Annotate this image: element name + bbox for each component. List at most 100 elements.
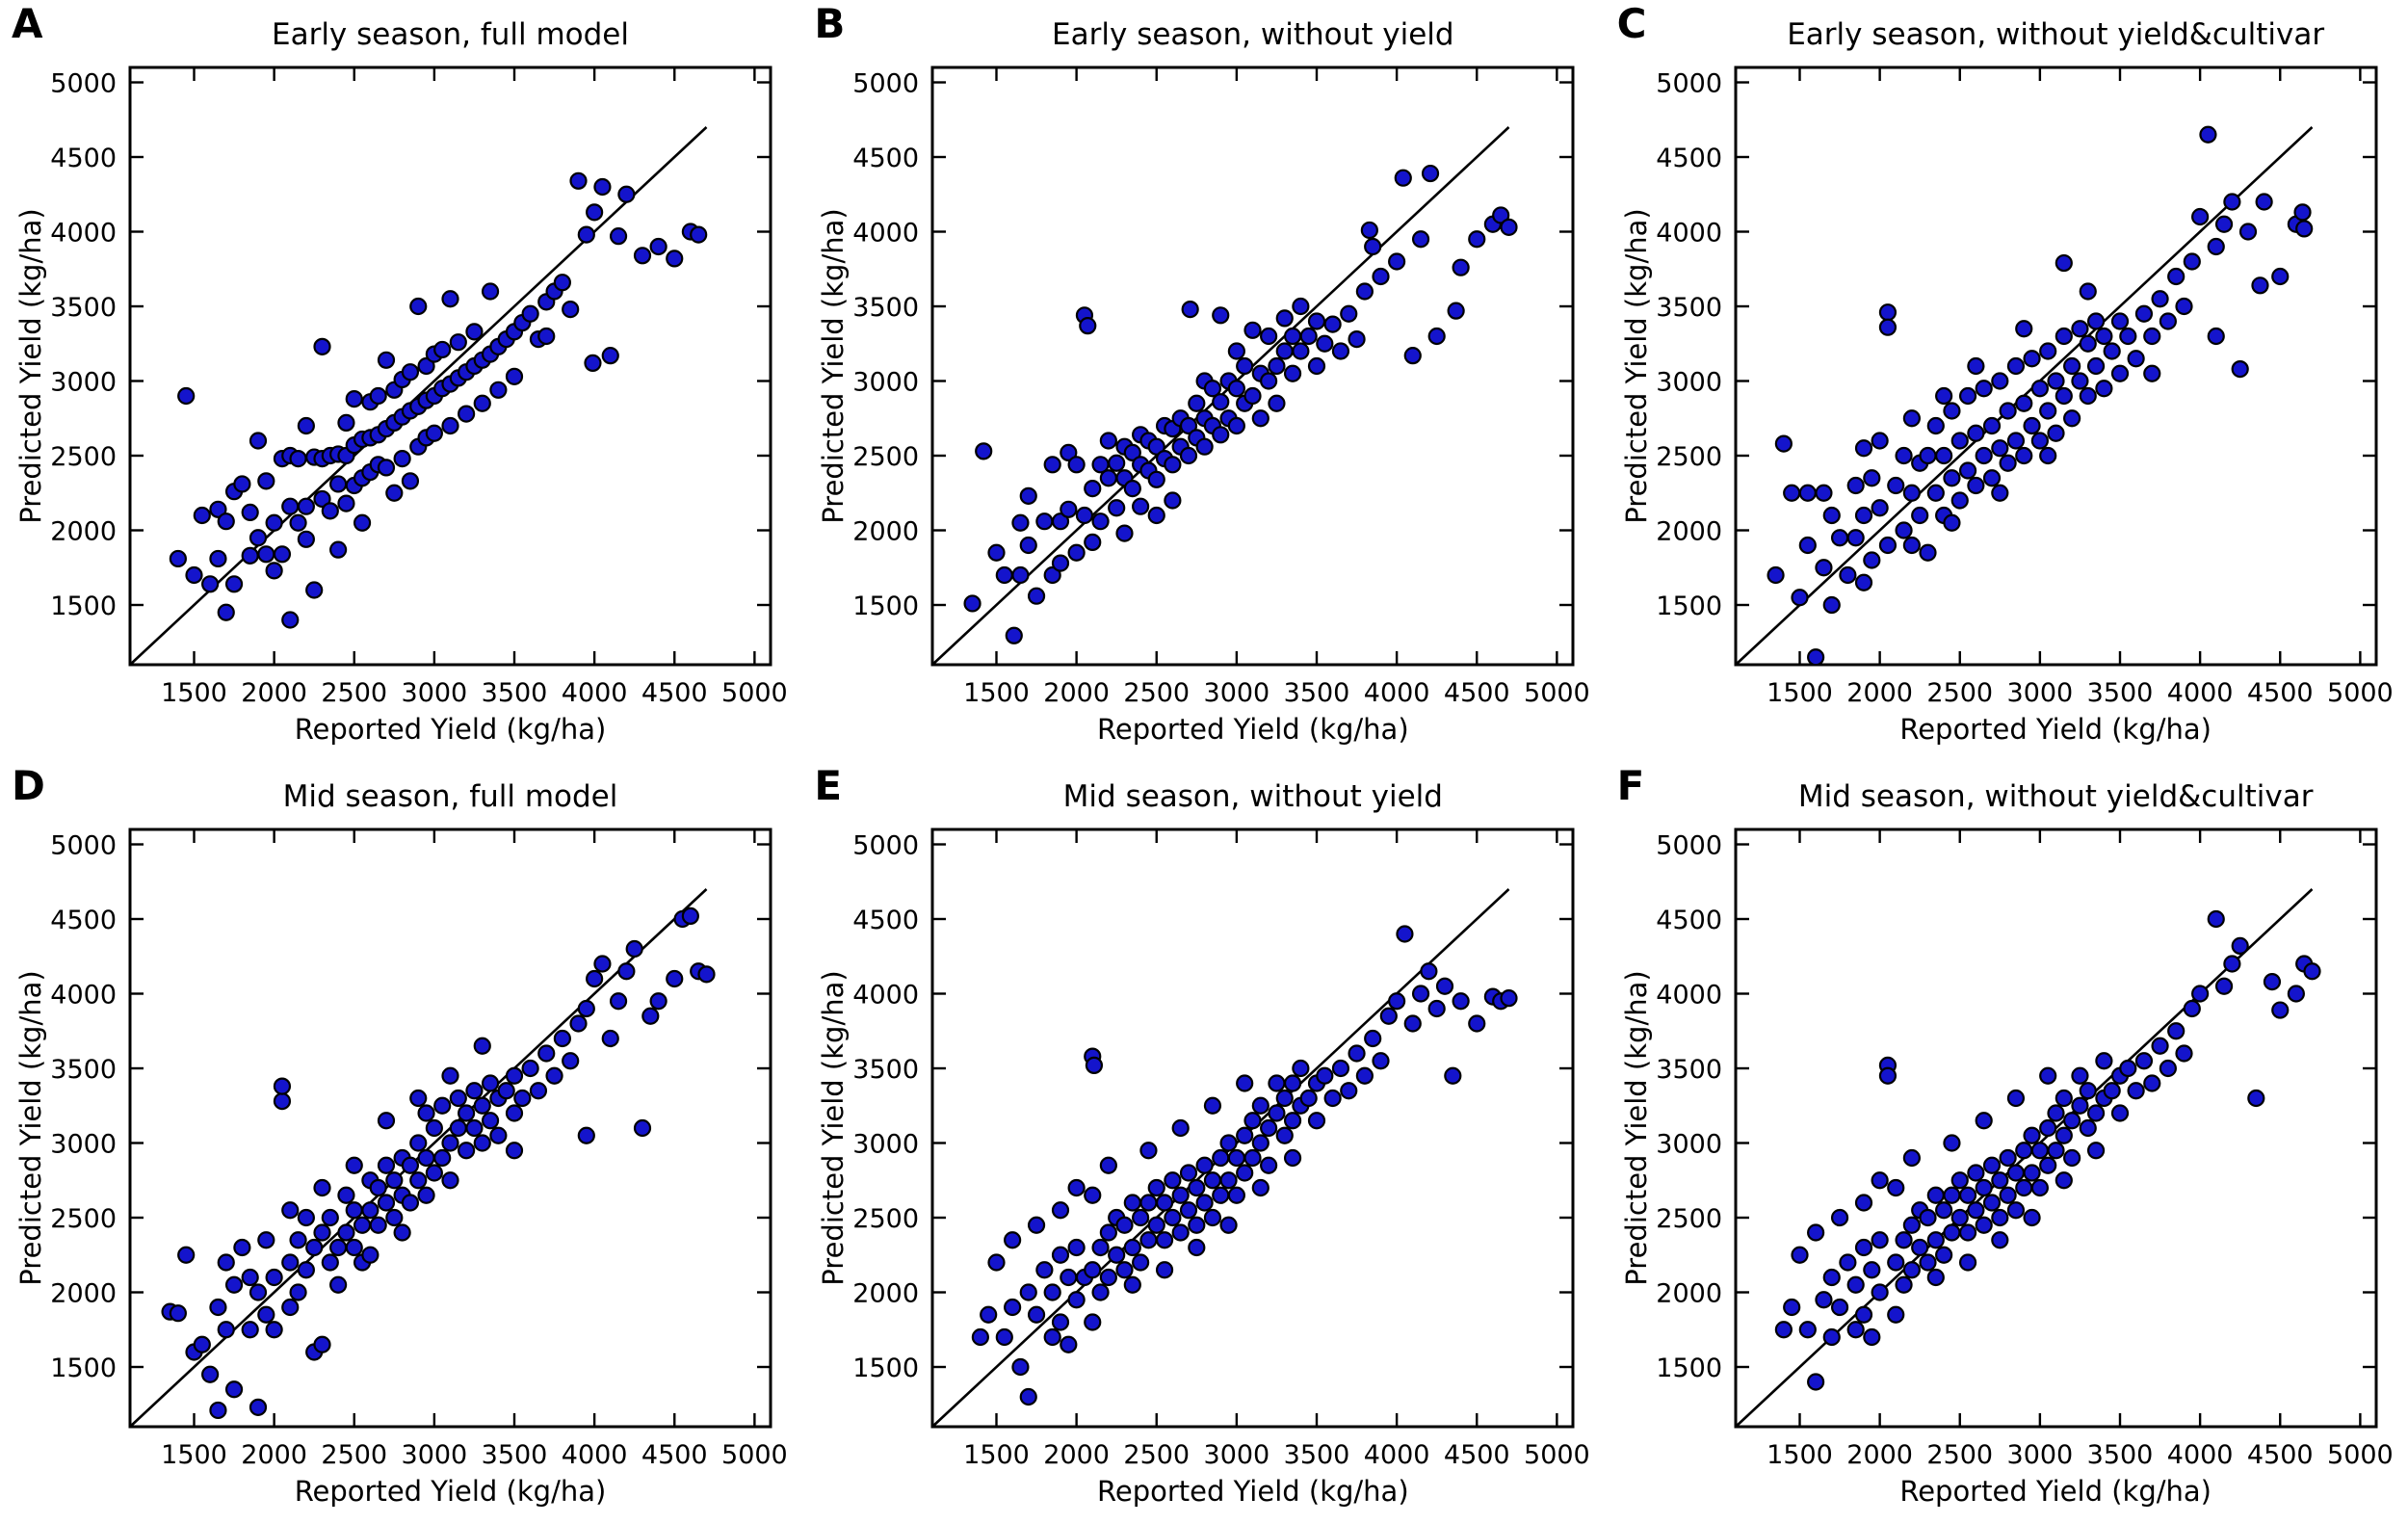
data-point bbox=[1115, 524, 1134, 542]
data-point bbox=[1846, 1275, 1865, 1294]
x-tick-label: 4000 bbox=[1364, 678, 1430, 708]
data-point bbox=[1252, 1178, 1270, 1197]
data-point bbox=[2118, 1059, 2137, 1078]
data-point bbox=[1982, 469, 2001, 487]
data-point bbox=[1011, 1357, 1030, 1377]
data-point bbox=[1252, 1134, 1270, 1152]
data-point bbox=[1011, 513, 1030, 532]
data-point bbox=[169, 1304, 187, 1323]
data-point bbox=[449, 333, 467, 352]
data-point bbox=[1132, 497, 1150, 515]
data-point bbox=[1228, 380, 1246, 398]
data-point bbox=[1814, 484, 1833, 502]
data-point bbox=[1195, 1194, 1215, 1212]
data-point bbox=[1100, 1156, 1118, 1174]
data-point bbox=[1403, 347, 1423, 365]
data-point bbox=[1268, 1104, 1286, 1122]
data-point bbox=[1902, 409, 1921, 428]
data-point bbox=[2246, 1089, 2265, 1108]
data-point bbox=[633, 247, 652, 265]
data-point bbox=[313, 1335, 331, 1353]
data-point bbox=[1412, 985, 1430, 1003]
data-point bbox=[1275, 1089, 1295, 1108]
data-point bbox=[1966, 476, 1985, 495]
data-point bbox=[577, 225, 595, 244]
data-point bbox=[1139, 1231, 1158, 1249]
data-point bbox=[2094, 380, 2113, 398]
data-point bbox=[1412, 230, 1430, 249]
data-point bbox=[401, 1156, 420, 1174]
data-point bbox=[1990, 1231, 2009, 1249]
data-point bbox=[1388, 252, 1406, 271]
data-point bbox=[1292, 1059, 1310, 1078]
data-point bbox=[313, 337, 331, 355]
data-point bbox=[201, 1365, 220, 1383]
data-point bbox=[177, 386, 196, 406]
data-point bbox=[1084, 1261, 1102, 1279]
data-point bbox=[1132, 1208, 1150, 1227]
data-point bbox=[1798, 1321, 1817, 1339]
data-point bbox=[2094, 1052, 2113, 1070]
data-point bbox=[417, 1186, 435, 1204]
data-point bbox=[329, 475, 348, 493]
data-point bbox=[1308, 312, 1326, 330]
data-point bbox=[273, 545, 292, 564]
data-point bbox=[2014, 1142, 2033, 1160]
x-tick-label: 5000 bbox=[1524, 678, 1590, 708]
x-tick-label: 3500 bbox=[482, 678, 548, 708]
data-point bbox=[1243, 386, 1262, 406]
data-point bbox=[1500, 218, 1518, 236]
data-point bbox=[337, 413, 355, 432]
data-point bbox=[1019, 536, 1038, 555]
data-point bbox=[601, 347, 619, 365]
data-point bbox=[1043, 1327, 1062, 1347]
data-point bbox=[1798, 536, 1817, 555]
data-point bbox=[481, 282, 500, 301]
data-point bbox=[2231, 360, 2249, 379]
data-point bbox=[289, 513, 307, 532]
data-point bbox=[409, 297, 428, 316]
data-point bbox=[1500, 989, 1518, 1008]
data-point bbox=[1862, 1327, 1881, 1347]
data-point bbox=[987, 1253, 1006, 1272]
data-point bbox=[1990, 372, 2009, 390]
x-tick-label: 5000 bbox=[721, 678, 788, 708]
data-point bbox=[1886, 476, 1905, 495]
data-point bbox=[353, 513, 372, 532]
data-point bbox=[481, 1074, 500, 1092]
data-point bbox=[1292, 342, 1310, 360]
data-point bbox=[313, 1178, 331, 1197]
data-point bbox=[617, 185, 636, 203]
data-point bbox=[2103, 1082, 2121, 1100]
data-point bbox=[2183, 252, 2201, 271]
data-point bbox=[1910, 506, 1928, 525]
data-point bbox=[281, 1298, 300, 1317]
data-point bbox=[1212, 426, 1230, 444]
data-point bbox=[1043, 456, 1062, 474]
x-tick-label: 2500 bbox=[1124, 678, 1191, 708]
data-point bbox=[1919, 543, 1937, 562]
data-point bbox=[972, 1327, 990, 1347]
data-point bbox=[1035, 512, 1054, 531]
data-point bbox=[1958, 1253, 1976, 1272]
data-point bbox=[393, 1223, 411, 1242]
y-tick-label: 4500 bbox=[853, 906, 920, 935]
data-point bbox=[2086, 1104, 2105, 1122]
data-point bbox=[1919, 446, 1937, 465]
data-point bbox=[2086, 356, 2105, 376]
data-point bbox=[2070, 372, 2089, 390]
data-point bbox=[201, 575, 220, 593]
y-tick-label: 3500 bbox=[853, 1055, 920, 1085]
data-point bbox=[2142, 327, 2161, 346]
data-point bbox=[289, 450, 307, 468]
data-point bbox=[1067, 1291, 1086, 1309]
data-point bbox=[1299, 327, 1319, 346]
data-point bbox=[1132, 1253, 1150, 1272]
data-point bbox=[2287, 985, 2305, 1003]
x-tick-label: 3500 bbox=[482, 1440, 548, 1470]
data-point bbox=[1108, 499, 1126, 517]
data-point bbox=[241, 546, 259, 565]
data-point bbox=[1195, 437, 1215, 456]
plot-frame bbox=[930, 828, 1575, 1429]
data-point bbox=[609, 227, 628, 246]
